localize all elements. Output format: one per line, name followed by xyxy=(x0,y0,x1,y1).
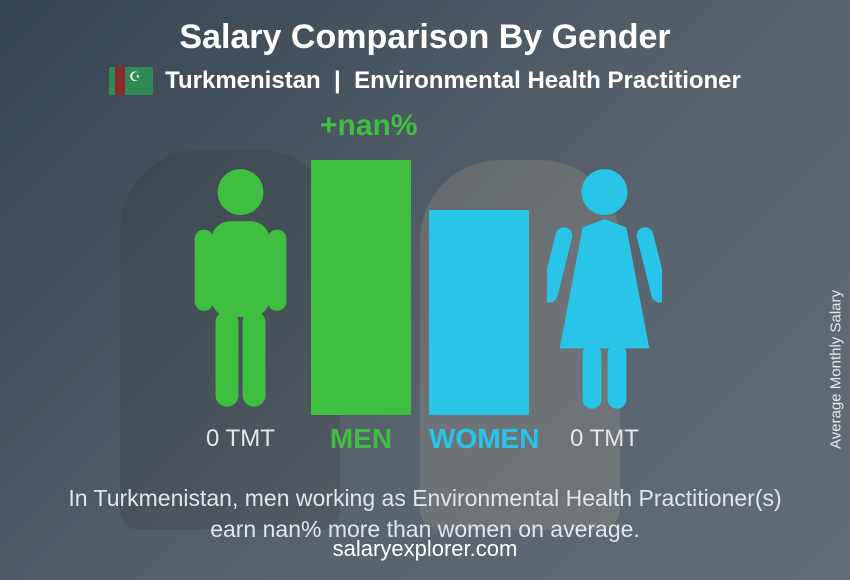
footer-source: salaryexplorer.com xyxy=(0,536,850,562)
women-label: WOMEN xyxy=(429,423,529,455)
women-bar xyxy=(429,210,529,415)
page-title: Salary Comparison By Gender xyxy=(179,18,670,57)
men-value: 0 TMT xyxy=(188,425,293,453)
man-icon xyxy=(188,165,293,415)
men-icon-col xyxy=(188,165,293,415)
women-icon-col xyxy=(547,165,662,415)
men-bar xyxy=(311,160,411,415)
subtitle-row: Turkmenistan | Environmental Health Prac… xyxy=(109,67,741,95)
men-label: MEN xyxy=(311,423,411,455)
woman-icon xyxy=(547,165,662,415)
women-value: 0 TMT xyxy=(547,425,662,453)
subtitle: Turkmenistan | Environmental Health Prac… xyxy=(165,67,741,95)
country-label: Turkmenistan xyxy=(165,67,321,94)
flag-icon xyxy=(109,67,153,95)
infographic: Salary Comparison By Gender Turkmenistan… xyxy=(0,0,850,580)
job-label: Environmental Health Practitioner xyxy=(354,67,741,94)
label-row: 0 TMT MEN WOMEN 0 TMT xyxy=(188,423,662,455)
women-bar-col xyxy=(429,210,529,415)
y-axis-label: Average Monthly Salary xyxy=(828,290,845,449)
separator: | xyxy=(334,67,341,94)
delta-label: +nan% xyxy=(320,109,418,143)
chart-area: +nan% xyxy=(188,115,662,415)
men-bar-col xyxy=(311,160,411,415)
